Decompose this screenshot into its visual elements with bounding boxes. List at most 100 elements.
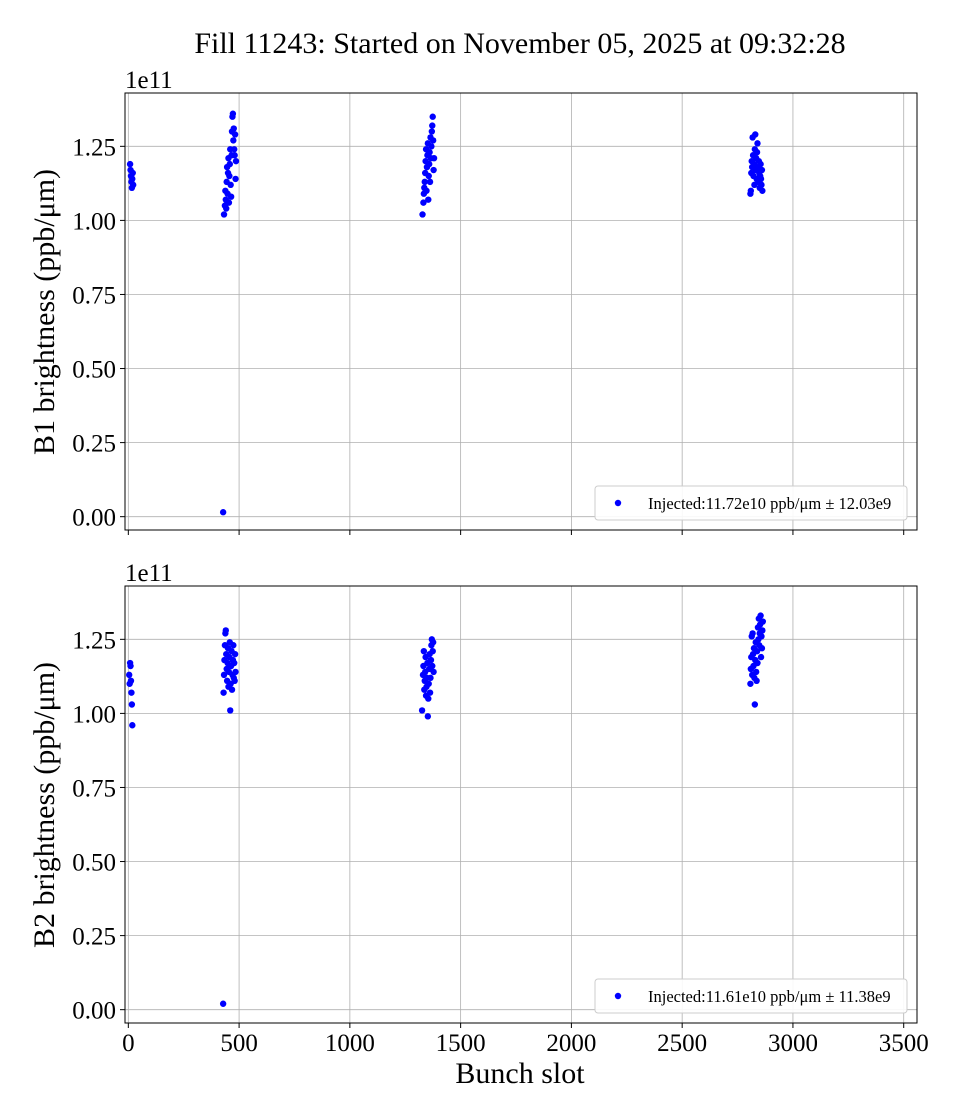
data-series	[126, 110, 766, 516]
data-point	[226, 160, 233, 168]
legend: Injected:11.72e10 ppb/μm ± 12.03e9	[594, 485, 908, 521]
y-offset-label: 1e11	[125, 560, 173, 587]
y-tick-label: 0.75	[72, 775, 116, 802]
data-point	[227, 193, 235, 200]
legend-box	[594, 978, 908, 1014]
chart-title: Fill 11243: Started on November 05, 2025…	[194, 27, 845, 60]
data-point	[759, 627, 766, 634]
x-tick-label: 3000	[768, 1030, 818, 1057]
grid	[125, 93, 917, 530]
legend-label: Injected:11.61e10 ppb/μm ± 11.38e9	[648, 987, 891, 1006]
data-point	[747, 680, 754, 687]
y-tick-label: 0.25	[72, 924, 116, 951]
y-tick-label: 1.00	[72, 208, 116, 235]
data-point	[429, 137, 437, 144]
data-point	[426, 149, 433, 156]
bottom-panel-b2: 0.00 0.25 0.50 0.75 1.00 1.25 0 500 1000 1500 2000…	[28, 560, 929, 1057]
data-point	[228, 686, 236, 693]
data-point	[231, 131, 239, 138]
y-tick-label: 0.25	[72, 431, 116, 458]
legend-box	[594, 485, 908, 521]
plot-frame	[124, 585, 918, 1024]
data-point	[758, 645, 766, 652]
data-point	[231, 146, 238, 153]
y-axis-label: B1 brightness (ppb/μm)	[28, 169, 61, 455]
data-point	[425, 680, 432, 687]
data-point	[219, 1000, 227, 1007]
data-point	[128, 689, 135, 696]
data-point	[231, 650, 239, 658]
x-tick-label: 3500	[879, 1030, 929, 1057]
data-point	[753, 149, 761, 156]
x-tick-label: 2000	[546, 1030, 596, 1057]
y-tick-label: 0.50	[72, 357, 116, 384]
data-point	[220, 211, 228, 218]
data-point	[429, 647, 436, 655]
data-point	[427, 656, 435, 664]
data-point	[129, 181, 137, 189]
data-point	[232, 668, 239, 676]
y-tick-label: 1.00	[72, 701, 116, 728]
data-point	[419, 211, 426, 218]
y-tick-label: 0.50	[72, 850, 116, 877]
data-point	[231, 677, 238, 685]
data-point	[219, 509, 227, 516]
y-tick-label: 0.00	[72, 505, 116, 532]
data-point	[225, 199, 233, 206]
data-point	[127, 677, 135, 685]
data-point	[753, 647, 761, 655]
data-point	[752, 668, 760, 676]
x-tick-label: 1500	[436, 1030, 486, 1057]
data-point	[232, 175, 239, 183]
data-point	[757, 653, 765, 661]
data-point	[427, 674, 434, 682]
grid	[125, 586, 917, 1023]
data-point	[129, 175, 136, 183]
data-point	[428, 143, 435, 150]
data-point	[754, 659, 761, 667]
data-point	[425, 196, 432, 203]
data-point	[126, 160, 134, 168]
data-point	[231, 659, 238, 667]
data-point	[424, 713, 432, 720]
data-point	[129, 722, 136, 729]
data-point	[230, 137, 237, 144]
data-point	[749, 630, 756, 637]
data-point	[430, 668, 437, 676]
data-point	[231, 152, 238, 159]
data-point	[758, 166, 766, 174]
y-tick-label: 1.25	[72, 627, 116, 654]
data-point	[230, 642, 237, 649]
plot-frame	[124, 92, 918, 531]
data-point	[127, 662, 134, 670]
y-tick-label: 0.00	[72, 998, 116, 1025]
data-point	[222, 627, 229, 634]
data-point	[227, 181, 234, 189]
data-point	[126, 671, 133, 679]
data-point	[418, 707, 426, 714]
data-point	[426, 178, 434, 186]
data-point	[429, 113, 436, 120]
legend: Injected:11.61e10 ppb/μm ± 11.38e9	[594, 978, 908, 1014]
data-point	[759, 618, 767, 625]
y-tick-label: 1.25	[72, 134, 116, 161]
legend-marker	[614, 499, 622, 507]
y-offset-label: 1e11	[125, 67, 173, 94]
data-point	[425, 172, 432, 180]
data-point	[428, 128, 436, 135]
data-point	[429, 662, 436, 670]
data-point	[421, 178, 428, 186]
data-point	[429, 122, 436, 129]
data-point	[753, 677, 760, 685]
legend-label: Injected:11.72e10 ppb/μm ± 12.03e9	[648, 494, 891, 513]
data-point	[129, 169, 136, 177]
data-point	[747, 187, 755, 194]
data-point	[751, 701, 759, 708]
data-point	[426, 689, 434, 696]
x-tick-label: 500	[220, 1030, 258, 1057]
data-point	[423, 187, 430, 194]
data-point	[420, 199, 427, 206]
data-point	[227, 707, 234, 714]
legend-marker	[614, 992, 622, 1000]
